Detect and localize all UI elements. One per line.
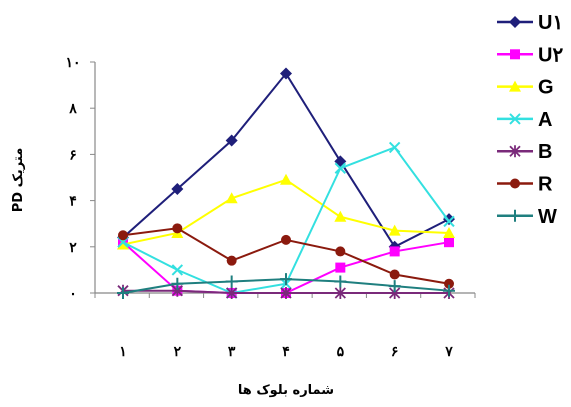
x-tick-label: ۶ bbox=[391, 344, 399, 360]
series-line bbox=[122, 146, 450, 295]
data-point bbox=[117, 287, 129, 299]
data-point bbox=[226, 255, 237, 266]
series-layer bbox=[117, 67, 455, 299]
legend-label: R bbox=[538, 174, 553, 196]
data-point bbox=[335, 262, 346, 273]
data-point bbox=[444, 278, 454, 289]
data-point bbox=[389, 269, 400, 280]
y-tick-label: ۰ bbox=[69, 286, 77, 302]
legend-item: A bbox=[497, 109, 552, 131]
data-point bbox=[118, 230, 128, 241]
x-tick-label: ۷ bbox=[444, 344, 453, 360]
legend-marker bbox=[509, 80, 521, 92]
data-point bbox=[334, 155, 347, 168]
legend-label: U۲ bbox=[538, 44, 563, 66]
series-line bbox=[122, 71, 450, 249]
data-point bbox=[280, 287, 292, 299]
y-tick-label: ۱۰ bbox=[65, 55, 80, 71]
series-plus bbox=[117, 273, 455, 299]
y-tick-label: ۸ bbox=[68, 101, 77, 117]
legend-marker bbox=[510, 178, 520, 189]
data-point bbox=[280, 173, 292, 185]
legend-marker bbox=[509, 145, 521, 158]
series-circle bbox=[118, 223, 454, 289]
legend-label: W bbox=[538, 206, 557, 228]
y-tick-label: ۶ bbox=[69, 147, 77, 163]
data-point bbox=[280, 273, 292, 286]
x-tick-label: ۵ bbox=[337, 344, 345, 360]
data-point bbox=[335, 246, 346, 257]
data-point bbox=[388, 224, 401, 236]
data-point bbox=[225, 192, 238, 204]
legend-item: W bbox=[497, 206, 557, 228]
legend-item: B bbox=[497, 141, 552, 163]
y-axis-title: PD متریک bbox=[11, 148, 26, 213]
y-tick-label: ۴ bbox=[69, 194, 77, 210]
data-point bbox=[172, 223, 183, 234]
data-point bbox=[389, 246, 400, 257]
data-point bbox=[171, 183, 184, 196]
data-point bbox=[443, 284, 455, 297]
data-point bbox=[388, 141, 401, 154]
x-tick-label: ۳ bbox=[228, 344, 236, 360]
legend-marker bbox=[509, 113, 521, 125]
data-point bbox=[226, 287, 238, 299]
x-tick-label: ۴ bbox=[282, 344, 290, 360]
legend-marker bbox=[510, 49, 520, 60]
data-point bbox=[388, 280, 401, 293]
data-point bbox=[171, 277, 184, 290]
x-axis-title: شماره بلوک ها bbox=[238, 383, 334, 398]
data-point bbox=[225, 275, 238, 288]
legend-label: U۱ bbox=[538, 12, 563, 34]
data-point bbox=[280, 67, 292, 80]
data-point bbox=[443, 215, 455, 228]
legend-label: B bbox=[538, 141, 552, 163]
data-point bbox=[334, 275, 347, 288]
legend-item: G bbox=[497, 77, 554, 99]
data-point bbox=[117, 238, 129, 250]
data-point bbox=[334, 210, 347, 222]
legend-marker bbox=[509, 209, 521, 222]
legend-label: G bbox=[538, 77, 554, 99]
data-point bbox=[225, 134, 238, 147]
legend-label: A bbox=[538, 109, 552, 131]
legend-marker bbox=[509, 16, 521, 28]
data-point bbox=[443, 226, 455, 238]
x-tick-label: ۲ bbox=[174, 344, 182, 360]
data-point bbox=[334, 287, 346, 299]
ticks: ۰ ۲ ۴ ۶ ۸ ۱۰ ۱ ۲ ۳ ۴ ۵ ۶ ۷ bbox=[65, 55, 476, 360]
data-point bbox=[444, 237, 454, 248]
legend-item: R bbox=[497, 174, 553, 196]
x-tick-label: ۱ bbox=[119, 344, 127, 360]
data-point bbox=[334, 162, 347, 174]
data-point bbox=[171, 264, 184, 276]
y-tick-label: ۲ bbox=[69, 240, 77, 256]
legend-item: U۱ bbox=[497, 12, 563, 34]
legend-item: U۲ bbox=[497, 44, 563, 66]
data-point bbox=[281, 234, 291, 245]
